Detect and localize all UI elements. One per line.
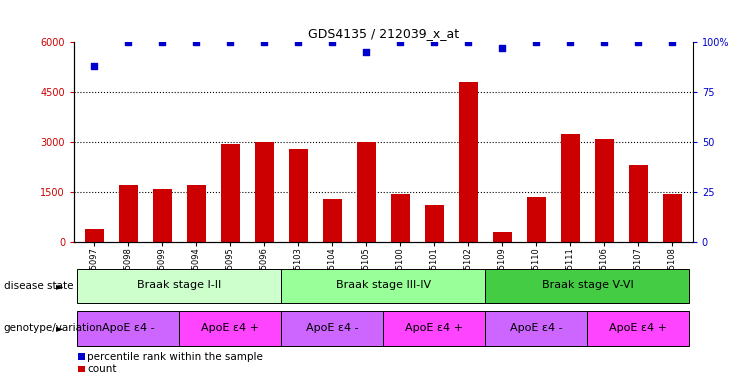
Point [394, 39, 406, 45]
Text: ApoE ε4 -: ApoE ε4 - [306, 323, 359, 333]
Title: GDS4135 / 212039_x_at: GDS4135 / 212039_x_at [308, 26, 459, 40]
Text: ApoE ε4 +: ApoE ε4 + [609, 323, 668, 333]
Point [225, 39, 236, 45]
Point [293, 39, 305, 45]
Bar [221, 144, 240, 242]
Bar [78, 269, 282, 303]
Point [496, 45, 508, 51]
Bar [282, 311, 384, 346]
Text: count: count [87, 364, 117, 374]
Point [89, 63, 101, 69]
Bar [357, 142, 376, 242]
Bar [282, 269, 485, 303]
Text: ApoE ε4 -: ApoE ε4 - [510, 323, 562, 333]
Point [327, 39, 339, 45]
Text: Braak stage III-IV: Braak stage III-IV [336, 280, 431, 290]
Bar [527, 197, 546, 242]
Text: ApoE ε4 -: ApoE ε4 - [102, 323, 155, 333]
Text: ApoE ε4 +: ApoE ε4 + [202, 323, 259, 333]
Text: ►: ► [56, 281, 63, 291]
Bar [78, 311, 179, 346]
Bar [391, 194, 410, 242]
Text: genotype/variation: genotype/variation [4, 323, 103, 333]
Bar [588, 311, 689, 346]
Bar [663, 194, 682, 242]
Text: ApoE ε4 +: ApoE ε4 + [405, 323, 463, 333]
Text: ►: ► [56, 323, 63, 333]
Point [666, 39, 678, 45]
Bar [485, 311, 588, 346]
Bar [289, 149, 308, 242]
Point [156, 39, 168, 45]
Bar [425, 205, 444, 242]
Bar [493, 232, 512, 242]
Bar [187, 185, 206, 242]
Bar [323, 199, 342, 242]
Point [361, 49, 373, 55]
Bar [85, 228, 104, 242]
Point [122, 39, 134, 45]
Bar [629, 166, 648, 242]
Bar [459, 82, 478, 242]
Point [428, 39, 440, 45]
Text: Braak stage V-VI: Braak stage V-VI [542, 280, 634, 290]
Point [259, 39, 270, 45]
Text: percentile rank within the sample: percentile rank within the sample [87, 352, 263, 362]
Text: Braak stage I-II: Braak stage I-II [137, 280, 222, 290]
Text: disease state: disease state [4, 281, 73, 291]
Point [565, 39, 576, 45]
Bar [179, 311, 282, 346]
Bar [255, 142, 274, 242]
Point [599, 39, 611, 45]
Bar [384, 311, 485, 346]
Point [633, 39, 645, 45]
Bar [485, 269, 689, 303]
Point [190, 39, 202, 45]
Bar [595, 139, 614, 242]
Bar [119, 185, 138, 242]
Bar [561, 134, 579, 242]
Bar [153, 189, 172, 242]
Point [531, 39, 542, 45]
Point [462, 39, 474, 45]
